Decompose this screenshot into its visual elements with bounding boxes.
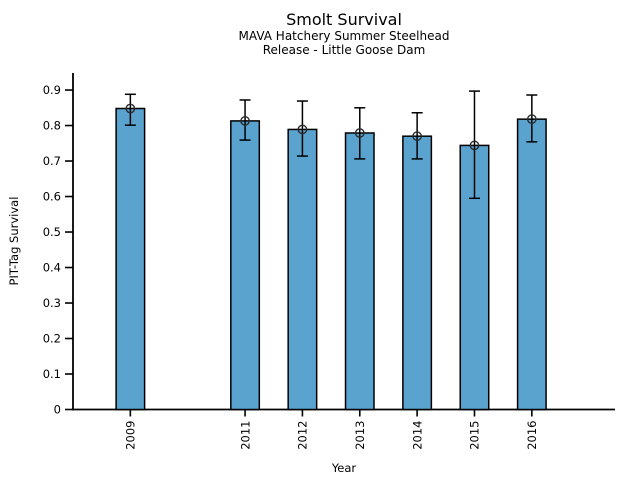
bar-2013 <box>344 132 375 411</box>
y-tick-label: 0.1 <box>43 367 61 381</box>
point-marker-2009 <box>125 103 136 114</box>
point-marker-2016 <box>526 114 537 125</box>
y-tick-label: 0.4 <box>43 261 61 275</box>
y-tick-label: 0.2 <box>43 332 61 346</box>
bar-2011 <box>230 120 261 411</box>
x-tick-label: 2012 <box>296 421 310 450</box>
x-tick-label: 2015 <box>468 421 482 450</box>
point-marker-2012 <box>297 124 308 135</box>
chart-title: Smolt Survival <box>286 10 402 29</box>
y-tick-label: 0.3 <box>43 296 61 310</box>
x-tick-label: 2009 <box>124 421 138 450</box>
x-tick-label: 2011 <box>238 421 252 450</box>
point-marker-2011 <box>240 116 250 126</box>
x-tick-label: 2013 <box>353 421 367 450</box>
chart-subtitle-line1: MAVA Hatchery Summer Steelhead <box>238 29 450 43</box>
y-tick-label: 0.9 <box>43 83 61 97</box>
chart-subtitle-line2: Release - Little Goose Dam <box>262 43 426 57</box>
x-axis-label: Year <box>331 461 357 475</box>
x-tick-label: 2014 <box>410 421 424 450</box>
bar-2014 <box>402 135 433 411</box>
y-tick-label: 0 <box>54 403 61 417</box>
bar-2009 <box>115 107 146 411</box>
y-tick-label: 0.7 <box>43 154 61 168</box>
point-marker-2015 <box>469 140 480 151</box>
x-tick-label: 2016 <box>525 421 539 450</box>
y-tick-label: 0.5 <box>43 225 61 239</box>
point-marker-2013 <box>354 128 365 138</box>
bar-2012 <box>287 128 318 411</box>
bar-2016 <box>516 118 547 411</box>
y-tick-label: 0.6 <box>43 190 61 204</box>
y-tick-label: 0.8 <box>43 119 61 133</box>
point-marker-2014 <box>412 131 423 142</box>
